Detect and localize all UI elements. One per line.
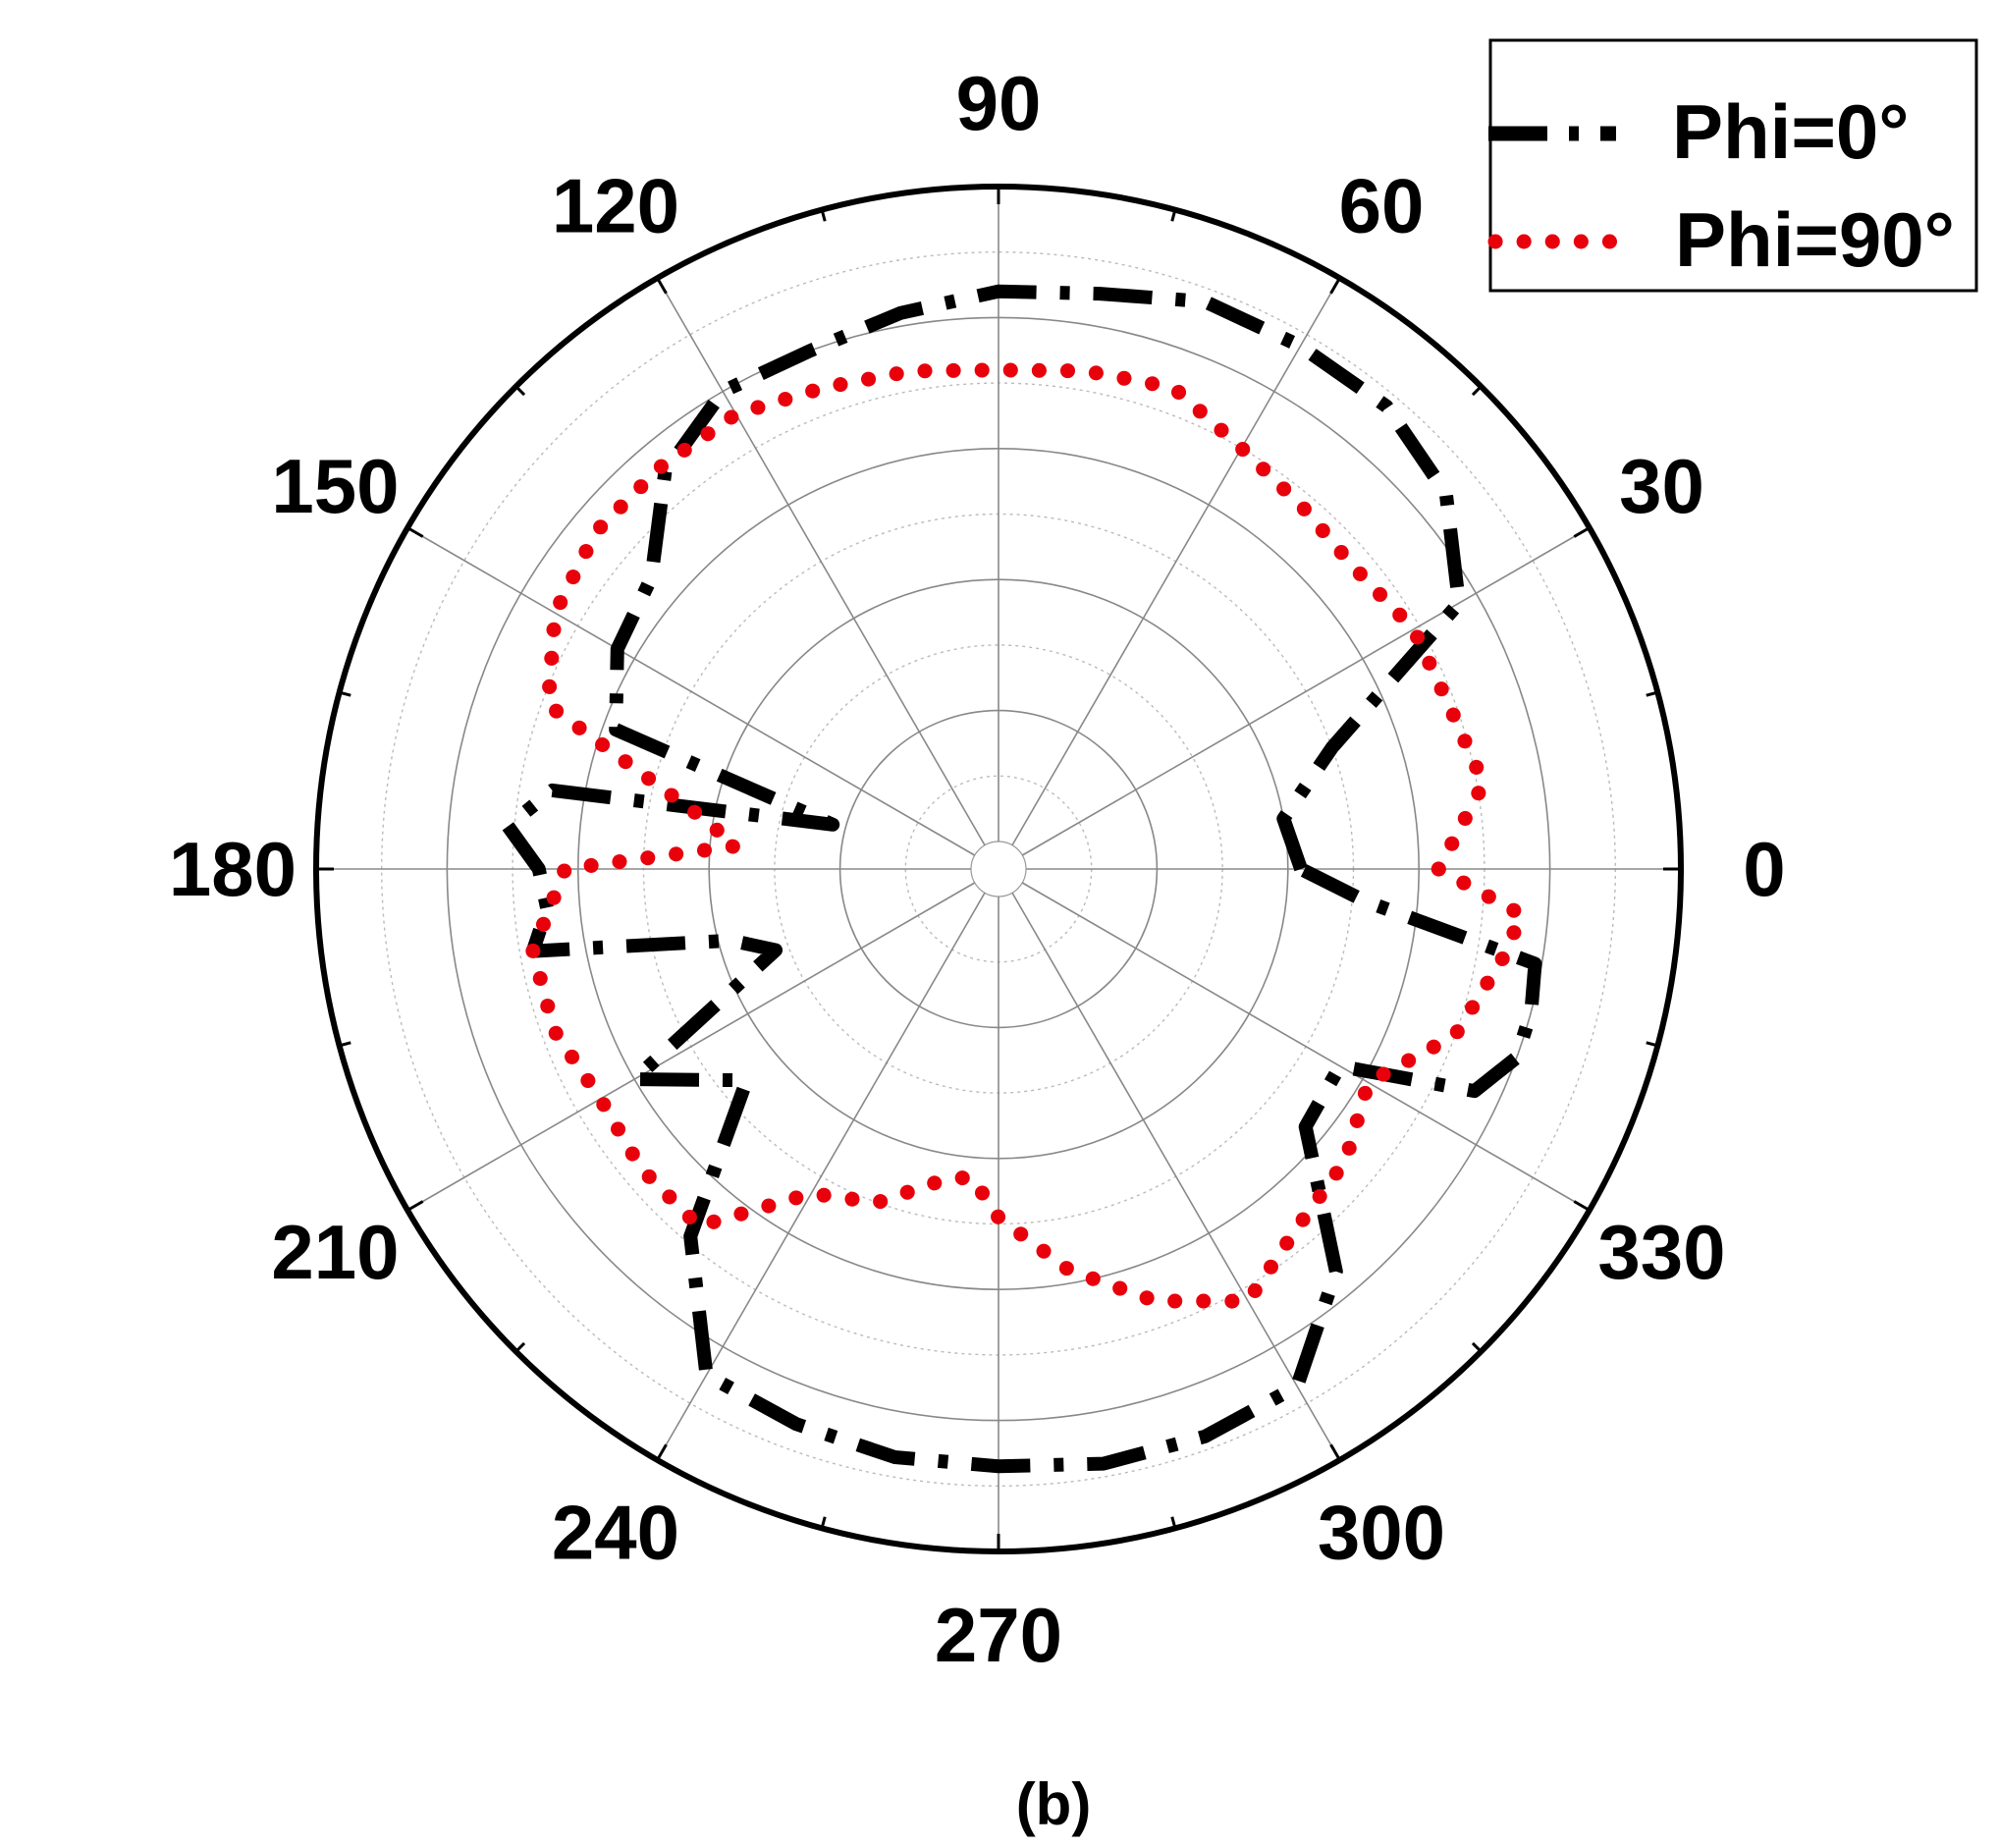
angle-tick-label-150: 150 [271,443,399,529]
outer-tick [1471,385,1483,397]
legend-box [1488,38,1978,293]
outer-tick [1170,209,1177,222]
angle-tick-label-0: 0 [1743,826,1785,912]
angle-spoke [656,277,986,846]
legend-label-phi0: Phi=0° [1672,88,1909,175]
angle-tick-labels: 0 30 60 90 120 150 180 210 240 270 300 330 [169,60,1786,1678]
outer-tick [339,1041,351,1048]
angle-tick-label-90: 90 [956,60,1042,146]
outer-tick [406,526,424,538]
outer-tick [820,1516,827,1529]
legend: Phi=0° Phi=90° [1487,38,1978,293]
angle-tick-label-330: 330 [1597,1209,1725,1295]
series-line-phi90 [525,362,1530,1309]
outer-tick [1329,1443,1341,1461]
angle-spoke [1011,277,1341,846]
series-layer [501,284,1542,1474]
outer-tick [406,1200,424,1212]
angle-spoke [1011,892,1341,1461]
angle-spoke [1021,526,1591,856]
angle-tick-label-300: 300 [1318,1489,1445,1575]
outer-tick [1471,1341,1483,1353]
outer-tick [514,385,526,397]
angle-tick-label-180: 180 [169,826,297,912]
series-line-phi0 [501,284,1542,1474]
angle-tick-label-210: 210 [271,1209,399,1295]
angle-tick-label-30: 30 [1619,443,1704,529]
outer-tick [339,690,351,697]
outer-tick [1646,1041,1658,1048]
angle-spoke [406,526,976,856]
outer-tick [820,209,827,222]
angle-tick-label-60: 60 [1339,163,1425,249]
legend-label-phi90: Phi=90° [1675,196,1955,283]
outer-tick [656,277,668,295]
angle-spoke [1021,882,1591,1212]
outer-tick [1646,690,1658,697]
panel-label: (b) [1016,1771,1092,1837]
outer-tick [656,1443,668,1461]
outer-tick [1170,1516,1177,1529]
angle-tick-label-270: 270 [935,1592,1062,1678]
outer-tick [1573,1200,1591,1212]
polar-grid [313,184,1684,1554]
angle-tick-label-240: 240 [552,1489,679,1575]
inner-ring [970,841,1027,897]
outer-tick [1329,277,1341,295]
outer-tick [1573,526,1591,538]
angle-tick-label-120: 120 [552,163,679,249]
angle-spoke [406,882,976,1212]
outer-tick [514,1341,526,1353]
